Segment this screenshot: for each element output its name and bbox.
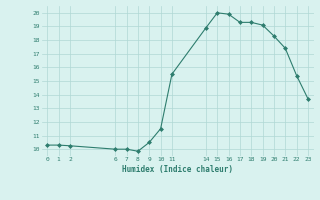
- X-axis label: Humidex (Indice chaleur): Humidex (Indice chaleur): [122, 165, 233, 174]
